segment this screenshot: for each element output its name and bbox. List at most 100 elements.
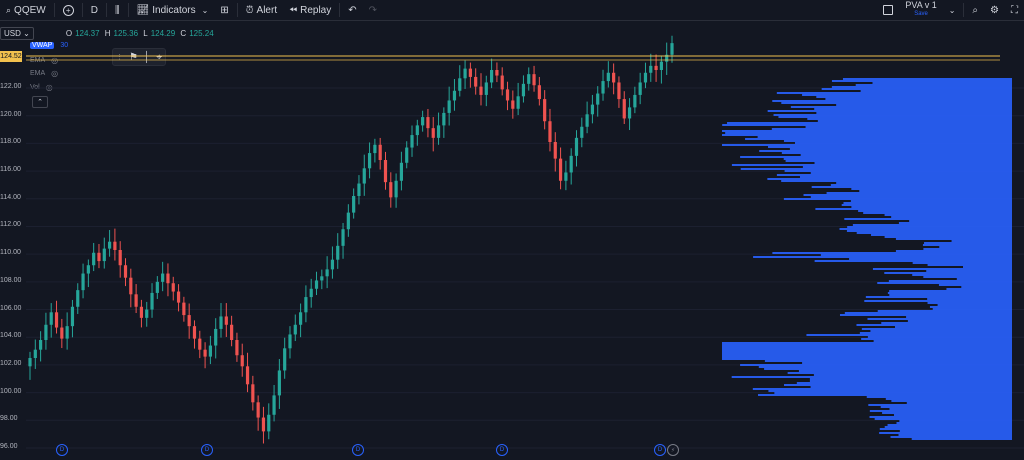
volume-profile-bar: [867, 318, 1012, 320]
candle-body: [208, 345, 212, 357]
dividend-marker[interactable]: D: [56, 444, 68, 456]
volume-profile-bar: [776, 92, 1012, 94]
volume-profile-bar: [790, 106, 1012, 108]
volume-profile-bar: [927, 302, 1012, 304]
candle-body: [410, 135, 414, 148]
price-axis-label: 116.00: [0, 166, 21, 174]
current-price-tag: 124.52: [0, 51, 22, 62]
redo-button[interactable]: ↷: [363, 0, 383, 20]
vertical-line-icon[interactable]: │: [144, 51, 151, 63]
close-value: 125.24: [189, 29, 214, 38]
eye-slash-icon[interactable]: ◎: [51, 69, 59, 78]
volume-profile-bar: [884, 272, 1012, 274]
candle-body: [373, 144, 377, 154]
volume-profile-bar: [773, 114, 1012, 116]
volume-profile-bar: [774, 392, 1012, 394]
indicators-button[interactable]: 📈︎ Indicators ⌄: [131, 0, 215, 20]
volume-profile-bar: [859, 190, 1012, 192]
volume-profile-bar: [767, 178, 1012, 180]
alert-button[interactable]: ⏰︎ Alert: [240, 0, 283, 20]
volume-profile-bar: [841, 204, 1012, 206]
volume-profile-bar: [856, 324, 1012, 326]
candle-body: [97, 252, 101, 262]
candle-body: [505, 89, 510, 101]
compare-button[interactable]: +: [57, 0, 80, 20]
dividend-marker[interactable]: D: [352, 444, 364, 456]
volume-profile-bar: [868, 404, 1012, 406]
volume-profile-bar: [764, 368, 1012, 370]
dividend-marker[interactable]: D: [201, 444, 213, 456]
price-axis-label: 120.00: [0, 110, 22, 118]
volume-profile-bar: [912, 274, 1012, 276]
interval-button[interactable]: D: [85, 0, 104, 20]
price-axis-label: 108.00: [0, 276, 22, 284]
volume-profile-bar: [740, 364, 1012, 366]
crosshair-icon[interactable]: ⌖: [156, 51, 162, 63]
drag-handle-icon[interactable]: ⋮: [116, 54, 124, 61]
candle-body: [134, 294, 138, 307]
volume-profile-bar: [880, 406, 1012, 408]
alert-label: Alert: [256, 4, 278, 16]
volume-profile-bar: [768, 146, 1012, 148]
volume-profile-bar: [860, 90, 1012, 92]
search-icon: ⌕: [6, 4, 12, 15]
candle-body: [139, 306, 144, 318]
dividend-marker[interactable]: D: [654, 444, 666, 456]
templates-button[interactable]: ⊞: [214, 0, 234, 20]
layout-toggle[interactable]: [877, 0, 899, 20]
layout-save-status: Save: [914, 11, 928, 17]
volume-profile-bar: [849, 258, 1012, 260]
ema2-indicator-row[interactable]: EMA ◎: [30, 69, 58, 78]
candle-body: [267, 414, 271, 432]
volume-profile-bar: [740, 156, 1012, 158]
quick-search-button[interactable]: ⌕: [966, 0, 984, 20]
volume-profile-bar: [879, 428, 1012, 430]
candle-body: [256, 402, 260, 418]
candle-body: [362, 168, 366, 184]
collapse-legend-button[interactable]: ⌃: [32, 96, 48, 108]
candle-body: [272, 395, 276, 415]
undo-button[interactable]: ↶: [342, 0, 362, 20]
candle-body: [378, 144, 382, 160]
candle-body: [176, 291, 181, 303]
price-axis-label: 118.00: [0, 138, 21, 146]
volume-profile-bar: [871, 234, 1012, 236]
volume-profile-bar: [861, 328, 1012, 330]
volume-profile-bar: [810, 386, 1012, 388]
volume-profile-bar: [722, 348, 1012, 350]
lightning-icon[interactable]: ⚡︎: [667, 444, 679, 456]
replay-button[interactable]: ⏪︎ Replay: [283, 0, 337, 20]
volume-profile-bar: [882, 412, 1012, 414]
divider: [53, 3, 55, 17]
settings-button[interactable]: ⚙︎: [984, 0, 1005, 20]
volume-profile-bar: [725, 132, 1012, 134]
volume-profile-bar: [814, 162, 1012, 164]
volume-profile-bar: [846, 230, 1012, 232]
vwap-label: VWAP: [30, 42, 55, 49]
chart-type-button[interactable]: ⫼: [109, 0, 126, 20]
volume-profile-bar: [877, 310, 1012, 312]
symbol-search[interactable]: ⌕ QQEW: [0, 0, 52, 20]
candle-body: [622, 99, 626, 119]
flag-icon[interactable]: ⚑︎: [129, 51, 139, 63]
volume-profile-bar: [810, 196, 1012, 198]
volume-profile-bar: [767, 110, 1012, 112]
currency-selector[interactable]: USD ⌄: [0, 27, 34, 40]
volume-profile-bar: [890, 436, 1012, 438]
divider: [105, 3, 107, 17]
volume-profile-bar: [836, 104, 1012, 106]
candle-body: [118, 250, 122, 266]
candle-body: [346, 212, 350, 230]
candle-body: [320, 276, 324, 281]
layout-name-button[interactable]: PVA v 1 Save: [899, 1, 942, 19]
volume-profile-bar: [722, 144, 1012, 146]
volume-profile-bar: [961, 286, 1012, 288]
fullscreen-button[interactable]: ⛶: [1005, 0, 1024, 20]
layout-menu-button[interactable]: ⌄: [943, 0, 962, 20]
volume-profile-bar: [884, 236, 1012, 238]
vwap-indicator-row[interactable]: VWAP 30: [30, 42, 68, 49]
dividend-marker[interactable]: D: [496, 444, 508, 456]
candle-body: [474, 76, 478, 87]
candle-body: [245, 366, 250, 385]
